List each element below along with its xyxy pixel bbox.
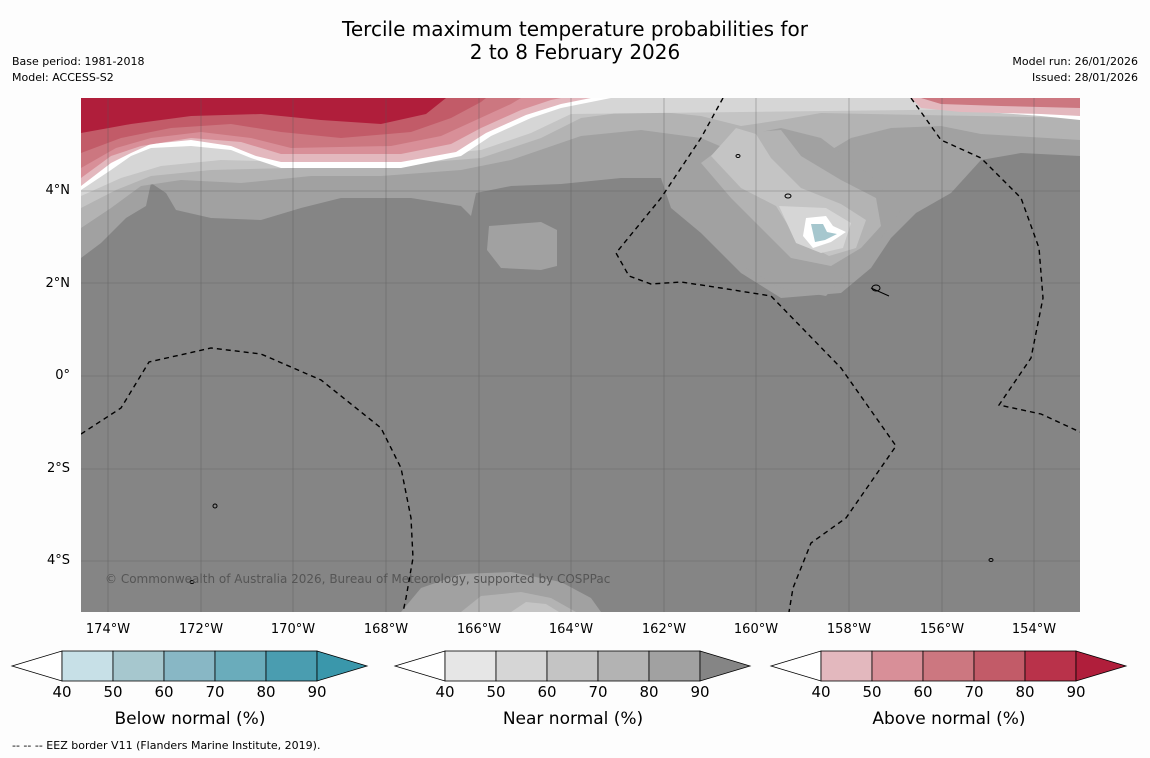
colorbar-above-normal: 40 50 60 70 80 90 Above normal (%) bbox=[769, 650, 1128, 729]
cb-above-segment bbox=[1024, 650, 1077, 682]
cb-below-tick-40: 40 bbox=[52, 683, 72, 701]
island-3 bbox=[870, 287, 890, 297]
cb-near-segment bbox=[597, 650, 650, 682]
cb-below-segment bbox=[163, 650, 216, 682]
eez-border-west bbox=[81, 347, 414, 612]
colorbar-above-svg bbox=[769, 650, 1128, 682]
island-7 bbox=[735, 154, 741, 158]
cb-above-title: Above normal (%) bbox=[872, 709, 1026, 729]
lon-label-170w: 170°W bbox=[270, 622, 316, 637]
cb-near-tick-70: 70 bbox=[588, 683, 608, 701]
colorbar-below-normal: 40 50 60 70 80 90 Below normal (%) bbox=[10, 650, 369, 729]
island-5 bbox=[189, 580, 195, 584]
cb-above-tick-50: 50 bbox=[862, 683, 882, 701]
cb-below-title: Below normal (%) bbox=[114, 709, 266, 729]
cb-near-lower-extend bbox=[393, 650, 446, 682]
cb-near-segment bbox=[546, 650, 599, 682]
model-run-text: Model run: 26/01/2026 bbox=[1012, 55, 1138, 68]
cb-near-segment bbox=[495, 650, 548, 682]
colorbar-near-svg bbox=[393, 650, 752, 682]
colorbar-near-normal: 40 50 60 70 80 90 Near normal (%) bbox=[393, 650, 752, 729]
cb-below-lower-extend bbox=[10, 650, 63, 682]
cb-above-segment bbox=[973, 650, 1026, 682]
issued-text: Issued: 28/01/2026 bbox=[1031, 71, 1138, 84]
cb-below-upper-extend bbox=[316, 650, 369, 682]
near-normal-80-patch bbox=[487, 222, 557, 270]
cb-below-tick-80: 80 bbox=[256, 683, 276, 701]
cb-below-segment bbox=[214, 650, 267, 682]
colorbar-below-svg bbox=[10, 650, 369, 682]
cb-near-tick-90: 90 bbox=[690, 683, 710, 701]
cb-below-tick-90: 90 bbox=[307, 683, 327, 701]
cb-near-tick-50: 50 bbox=[486, 683, 506, 701]
above-normal-ne-70 bbox=[921, 98, 1080, 108]
eez-borders bbox=[81, 98, 1080, 612]
lon-label-154w: 154°W bbox=[1011, 622, 1057, 637]
lon-label-156w: 156°W bbox=[919, 622, 965, 637]
map-svg bbox=[81, 98, 1080, 612]
cb-above-segment bbox=[820, 650, 873, 682]
near-normal-60-south bbox=[511, 602, 559, 612]
meta-right: Model run: 26/01/2026 Issued: 28/01/2026 bbox=[1012, 54, 1138, 86]
lon-label-174w: 174°W bbox=[85, 622, 131, 637]
cb-below-tick-60: 60 bbox=[154, 683, 174, 701]
lon-label-160w: 160°W bbox=[733, 622, 779, 637]
model-text: Model: ACCESS-S2 bbox=[12, 71, 114, 84]
cb-above-lower-extend bbox=[769, 650, 822, 682]
above-normal-90-zone bbox=[81, 98, 446, 133]
cb-near-title: Near normal (%) bbox=[502, 709, 644, 729]
cb-above-tick-80: 80 bbox=[1015, 683, 1035, 701]
eez-footnote: -- -- -- EEZ border V11 (Flanders Marine… bbox=[12, 739, 321, 752]
cb-near-upper-extend bbox=[699, 650, 752, 682]
cb-below-tick-70: 70 bbox=[205, 683, 225, 701]
lon-label-166w: 166°W bbox=[456, 622, 502, 637]
eez-border-central bbox=[615, 98, 897, 612]
cb-near-tick-60: 60 bbox=[537, 683, 557, 701]
lon-label-158w: 158°W bbox=[826, 622, 872, 637]
lat-label-2n: 2°N bbox=[45, 276, 71, 291]
copyright-text: © Commonwealth of Australia 2026, Bureau… bbox=[105, 572, 611, 586]
title-line-1: Tercile maximum temperature probabilitie… bbox=[342, 17, 808, 41]
cb-near-tick-40: 40 bbox=[435, 683, 455, 701]
cb-above-tick-60: 60 bbox=[913, 683, 933, 701]
cb-above-tick-70: 70 bbox=[964, 683, 984, 701]
chart-title: Tercile maximum temperature probabilitie… bbox=[0, 18, 1150, 64]
graticule bbox=[81, 98, 1080, 612]
lat-label-4s: 4°S bbox=[46, 553, 70, 568]
cb-above-upper-extend bbox=[1075, 650, 1128, 682]
cb-below-segment bbox=[61, 650, 114, 682]
cb-above-tick-90: 90 bbox=[1066, 683, 1086, 701]
cb-below-segment bbox=[112, 650, 165, 682]
cb-above-tick-40: 40 bbox=[811, 683, 831, 701]
lon-label-164w: 164°W bbox=[548, 622, 594, 637]
below-normal-40-patch bbox=[811, 224, 837, 242]
cb-above-segment bbox=[922, 650, 975, 682]
islands bbox=[189, 154, 994, 584]
island-4 bbox=[212, 503, 218, 509]
lat-label-0: 0° bbox=[55, 368, 70, 383]
lon-label-168w: 168°W bbox=[363, 622, 409, 637]
cb-below-tick-50: 50 bbox=[103, 683, 123, 701]
lat-label-2s: 2°S bbox=[46, 461, 70, 476]
cb-near-segment bbox=[444, 650, 497, 682]
lon-label-162w: 162°W bbox=[641, 622, 687, 637]
cb-near-tick-80: 80 bbox=[639, 683, 659, 701]
lon-label-172w: 172°W bbox=[178, 622, 224, 637]
cb-below-segment bbox=[265, 650, 318, 682]
island-1 bbox=[784, 193, 792, 199]
lat-label-4n: 4°N bbox=[45, 183, 71, 198]
island-6 bbox=[988, 558, 994, 562]
meta-left: Base period: 1981-2018 Model: ACCESS-S2 bbox=[12, 54, 144, 86]
cb-above-segment bbox=[871, 650, 924, 682]
cb-near-segment bbox=[648, 650, 701, 682]
eez-border-east bbox=[910, 98, 1080, 433]
map-area[interactable]: © Commonwealth of Australia 2026, Bureau… bbox=[81, 98, 1080, 612]
base-period-text: Base period: 1981-2018 bbox=[12, 55, 145, 68]
title-line-2: 2 to 8 February 2026 bbox=[469, 40, 681, 64]
